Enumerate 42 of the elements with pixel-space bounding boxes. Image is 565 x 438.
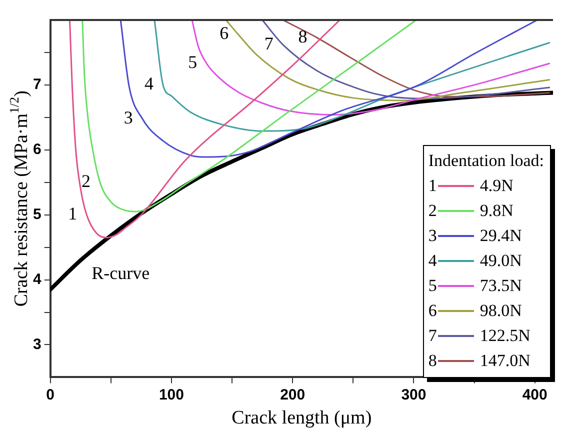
- x-tick-label: 0: [46, 386, 55, 404]
- line-series: [191, 20, 550, 116]
- legend-label: 98.0N: [480, 300, 522, 322]
- y-tick-label: 6: [33, 141, 42, 158]
- legend-label: 29.4N: [480, 225, 522, 247]
- annotation: 5: [188, 52, 198, 72]
- line-series: [68, 20, 341, 238]
- annotation: 8: [298, 26, 308, 46]
- legend-label: 73.5N: [480, 275, 522, 297]
- legend-label: 147.0N: [480, 350, 530, 372]
- line-series: [82, 20, 417, 212]
- annotation: 6: [220, 23, 229, 44]
- annotation: 4: [144, 74, 154, 94]
- text: 3: [428, 226, 437, 245]
- text: 5: [428, 276, 437, 295]
- text: 1: [428, 176, 437, 195]
- x-tick-label: 300: [401, 386, 426, 404]
- annotation: 7: [264, 33, 274, 54]
- y-tick-label: 7: [33, 76, 42, 94]
- text: 7: [428, 326, 437, 345]
- text: 6: [428, 301, 437, 320]
- legend-label: 122.5N: [480, 325, 530, 347]
- legend-label: 4.9N: [480, 175, 514, 197]
- legend-title: Indentation load:: [428, 150, 544, 172]
- text: 8: [428, 351, 437, 370]
- y-axis-title: Crack resistance (MPa·m1/2): [6, 90, 32, 307]
- annotation: 2: [82, 171, 90, 192]
- y-tick-label: 5: [33, 206, 42, 223]
- text: 4: [428, 251, 437, 270]
- x-axis-title: Crack length (μm): [232, 408, 372, 429]
- y-tick-label: 3: [33, 336, 42, 353]
- line-series: [154, 20, 550, 132]
- annotation: 3: [124, 107, 133, 128]
- legend-label: 49.0N: [480, 250, 522, 272]
- text: 2: [428, 201, 437, 220]
- x-tick-label: 200: [280, 386, 306, 404]
- annotation: 1: [68, 204, 78, 224]
- legend-label: 9.8N: [480, 200, 514, 222]
- annotation: R-curve: [92, 263, 150, 284]
- x-tick-label: 100: [158, 386, 184, 404]
- x-tick-label: 400: [522, 386, 548, 404]
- y-tick-label: 4: [33, 270, 42, 288]
